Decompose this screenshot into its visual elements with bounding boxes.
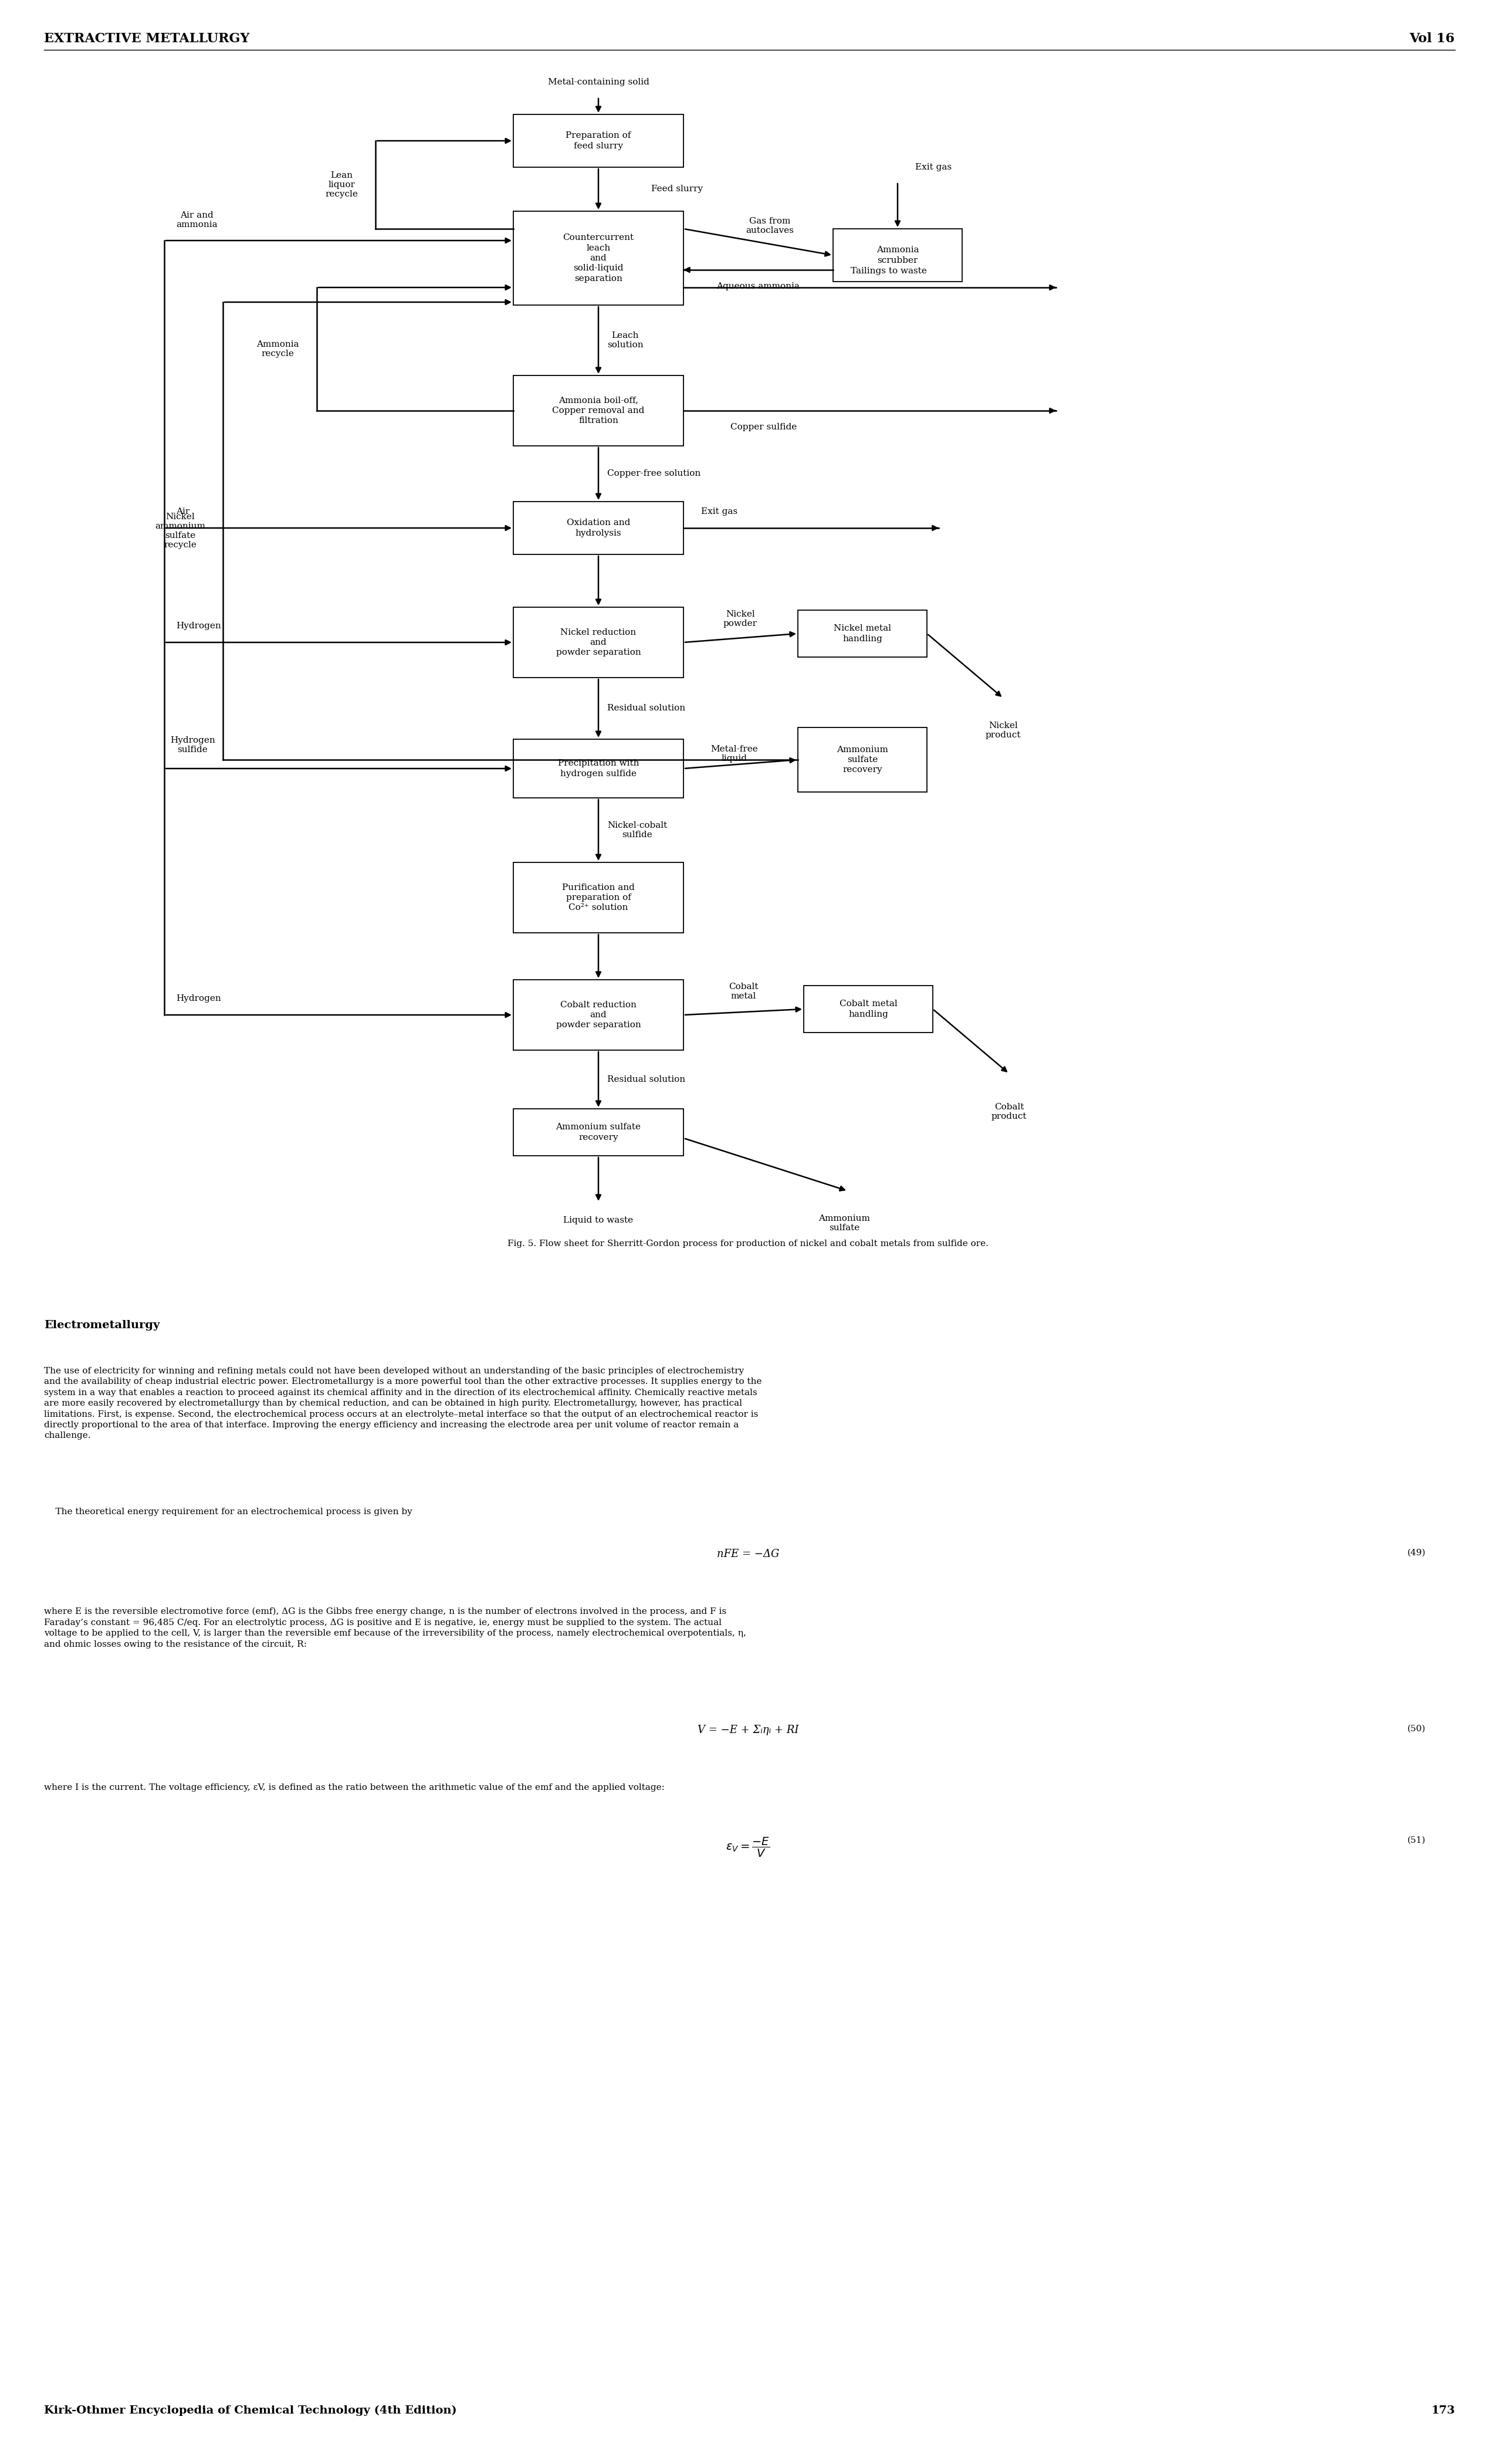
Bar <box>803 986 934 1032</box>
Text: Ammonium
sulfate
recovery: Ammonium sulfate recovery <box>836 747 889 774</box>
Bar <box>513 212 684 306</box>
Text: Ammonia
scrubber: Ammonia scrubber <box>877 246 919 264</box>
Text: Kirk-Othmer Encyclopedia of Chemical Technology (4th Edition): Kirk-Othmer Encyclopedia of Chemical Tec… <box>43 2405 456 2417</box>
Text: Residual solution: Residual solution <box>607 1074 685 1084</box>
Text: Lean
liquor
recycle: Lean liquor recycle <box>325 170 358 200</box>
Text: Metal-free
liquid: Metal-free liquid <box>711 744 758 764</box>
Text: where I is the current. The voltage efficiency, εV, is defined as the ratio betw: where I is the current. The voltage effi… <box>43 1784 664 1791</box>
Text: Electrometallurgy: Electrometallurgy <box>43 1321 160 1331</box>
Text: Precipitation with
hydrogen sulfide: Precipitation with hydrogen sulfide <box>558 759 639 779</box>
Text: Hydrogen
sulfide: Hydrogen sulfide <box>171 737 215 754</box>
Text: Leach
solution: Leach solution <box>607 333 643 350</box>
Text: Cobalt reduction
and
powder separation: Cobalt reduction and powder separation <box>557 1000 640 1030</box>
Text: Nickel reduction
and
powder separation: Nickel reduction and powder separation <box>557 628 640 658</box>
Text: (49): (49) <box>1408 1550 1426 1557</box>
Text: where E is the reversible electromotive force (emf), ΔG is the Gibbs free energy: where E is the reversible electromotive … <box>43 1607 747 1648</box>
Text: Cobalt metal
handling: Cobalt metal handling <box>839 1000 898 1018</box>
Text: The use of electricity for winning and refining metals could not have been devel: The use of electricity for winning and r… <box>43 1368 761 1439</box>
Bar <box>797 727 928 791</box>
Text: Copper-free solution: Copper-free solution <box>607 468 700 478</box>
Text: Ammonium sulfate
recovery: Ammonium sulfate recovery <box>557 1124 640 1141</box>
Text: Ammonia
recycle: Ammonia recycle <box>257 340 299 357</box>
Text: Copper sulfide: Copper sulfide <box>730 424 797 431</box>
Text: Cobalt
metal: Cobalt metal <box>729 983 758 1000</box>
Text: Air: Air <box>177 508 190 515</box>
Text: Countercurrent
leach
and
solid-liquid
separation: Countercurrent leach and solid-liquid se… <box>562 234 634 283</box>
Text: Nickel
powder: Nickel powder <box>724 611 757 628</box>
Text: Tailings to waste: Tailings to waste <box>851 266 928 276</box>
Text: nFE = −ΔG: nFE = −ΔG <box>717 1550 779 1560</box>
Text: Preparation of
feed slurry: Preparation of feed slurry <box>565 131 631 150</box>
Bar <box>513 981 684 1050</box>
Text: Feed slurry: Feed slurry <box>651 185 703 192</box>
Text: Cobalt
product: Cobalt product <box>992 1104 1026 1121</box>
Bar <box>513 113 684 168</box>
Text: Nickel-cobalt
sulfide: Nickel-cobalt sulfide <box>607 821 667 838</box>
Text: Nickel metal
handling: Nickel metal handling <box>833 623 892 643</box>
Text: 173: 173 <box>1432 2405 1456 2415</box>
Text: Vol 16: Vol 16 <box>1409 32 1456 44</box>
Bar <box>797 611 928 658</box>
Text: (50): (50) <box>1408 1725 1426 1732</box>
Text: Fig. 5. Flow sheet for Sherritt-Gordon process for production of nickel and coba: Fig. 5. Flow sheet for Sherritt-Gordon p… <box>507 1239 989 1247</box>
Bar <box>513 375 684 446</box>
Bar <box>833 229 962 281</box>
Text: $\varepsilon_V = \dfrac{-E}{V}$: $\varepsilon_V = \dfrac{-E}{V}$ <box>726 1836 770 1858</box>
Text: Air and
ammonia: Air and ammonia <box>177 212 217 229</box>
Bar <box>513 503 684 554</box>
Text: EXTRACTIVE METALLURGY: EXTRACTIVE METALLURGY <box>43 32 250 44</box>
Text: V = −E + Σᵢηᵢ + RI: V = −E + Σᵢηᵢ + RI <box>697 1725 799 1735</box>
Text: Liquid to waste: Liquid to waste <box>564 1217 633 1225</box>
Text: Metal-containing solid: Metal-containing solid <box>548 79 649 86</box>
Bar <box>513 606 684 678</box>
Text: Residual solution: Residual solution <box>607 705 685 712</box>
Bar <box>513 1109 684 1156</box>
Text: Aqueous ammonia: Aqueous ammonia <box>717 283 799 291</box>
Text: Ammonia boil-off,
Copper removal and
filtration: Ammonia boil-off, Copper removal and fil… <box>552 397 645 424</box>
Text: The theoretical energy requirement for an electrochemical process is given by: The theoretical energy requirement for a… <box>43 1508 413 1515</box>
Text: Nickel
ammonium
sulfate
recycle: Nickel ammonium sulfate recycle <box>156 513 205 549</box>
Text: Exit gas: Exit gas <box>702 508 738 515</box>
Text: Nickel
product: Nickel product <box>986 722 1022 739</box>
Text: Exit gas: Exit gas <box>916 163 951 172</box>
Text: (51): (51) <box>1408 1836 1426 1846</box>
Text: Hydrogen: Hydrogen <box>177 995 221 1003</box>
Bar <box>513 739 684 798</box>
Text: Hydrogen: Hydrogen <box>177 621 221 631</box>
Text: Gas from
autoclaves: Gas from autoclaves <box>745 217 794 234</box>
Text: Ammonium
sulfate: Ammonium sulfate <box>818 1215 871 1232</box>
Text: Oxidation and
hydrolysis: Oxidation and hydrolysis <box>567 520 630 537</box>
Bar <box>513 862 684 934</box>
Text: Purification and
preparation of
Co²⁺ solution: Purification and preparation of Co²⁺ sol… <box>562 882 634 912</box>
